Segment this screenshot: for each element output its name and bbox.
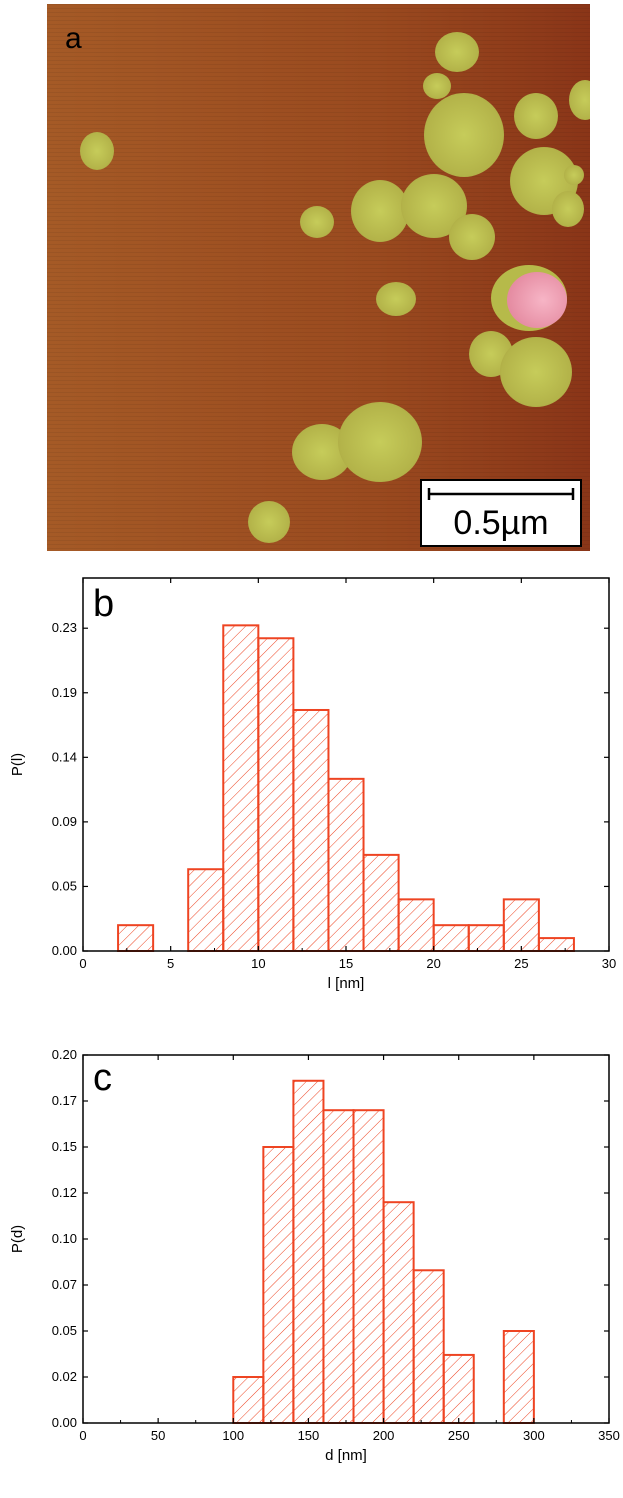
histogram-bar [352, 1109, 385, 1424]
nanoparticle [338, 402, 422, 482]
nanoparticle [80, 132, 114, 170]
x-tick-label: 200 [373, 1428, 395, 1443]
x-tick-label: 50 [151, 1428, 165, 1443]
nanoparticle [569, 80, 590, 120]
scale-bar-label: 0.5µm [453, 504, 548, 542]
x-tick-label: 250 [448, 1428, 470, 1443]
histogram-bar [257, 637, 295, 952]
y-tick-label: 0.00 [52, 943, 77, 958]
y-tick-label: 0.05 [52, 1323, 77, 1338]
histogram-bar [397, 898, 435, 953]
x-tick-label: 15 [339, 956, 353, 971]
y-tick-label: 0.00 [52, 1415, 77, 1430]
x-tick-label: 10 [251, 956, 265, 971]
nanoparticle [435, 32, 479, 72]
histogram-bar [432, 924, 470, 952]
histogram-bar [537, 937, 575, 953]
panel-letter: c [93, 1057, 112, 1099]
panel-letter-a: a [65, 22, 82, 55]
histogram-bar [117, 924, 155, 952]
y-tick-label: 0.07 [52, 1277, 77, 1292]
y-tick-label: 0.15 [52, 1139, 77, 1154]
histogram-bar [292, 708, 330, 952]
nanoparticle-highlight [507, 272, 567, 328]
histogram-bar [262, 1146, 295, 1424]
nanoparticle [351, 180, 409, 242]
nanoparticle [423, 73, 451, 99]
x-tick-label: 5 [167, 956, 174, 971]
y-tick-label: 0.17 [52, 1093, 77, 1108]
histogram-bar [412, 1269, 445, 1424]
x-tick-label: 25 [514, 956, 528, 971]
afm-image-panel: a 0.5µm [47, 4, 590, 551]
y-tick-label: 0.10 [52, 1231, 77, 1246]
x-tick-label: 350 [598, 1428, 620, 1443]
histogram-bar [232, 1376, 265, 1424]
x-tick-label: 300 [523, 1428, 545, 1443]
x-tick-label: 30 [602, 956, 616, 971]
nanoparticle [424, 93, 504, 177]
scale-bar: 0.5µm [420, 479, 582, 547]
histogram-bar [442, 1353, 475, 1425]
x-tick-label: 0 [79, 956, 86, 971]
histogram-bar [222, 624, 260, 952]
y-tick-label: 0.14 [52, 749, 77, 764]
nanoparticle [500, 337, 572, 407]
y-tick-label: 0.20 [52, 1048, 77, 1062]
y-axis-label: P(d) [9, 1225, 26, 1253]
x-tick-label: 100 [222, 1428, 244, 1443]
x-tick-label: 150 [298, 1428, 320, 1443]
y-tick-label: 0.09 [52, 814, 77, 829]
nanoparticle [248, 501, 290, 543]
y-tick-label: 0.23 [52, 620, 77, 635]
nanoparticle [401, 174, 467, 238]
histogram-bar [362, 853, 400, 952]
histogram-bar [502, 898, 540, 953]
x-tick-label: 0 [79, 1428, 86, 1443]
x-axis-label: l [nm] [328, 975, 365, 992]
y-tick-label: 0.19 [52, 685, 77, 700]
panel-letter: b [93, 583, 114, 625]
histogram-bar [502, 1330, 535, 1424]
nanoparticle [292, 424, 352, 480]
histogram-diameter: 0 50 100 150 200 250 300 350 0.00 0.02 0.05 0.07 0.1… [9, 1048, 620, 1464]
x-tick-label: 20 [426, 956, 440, 971]
nanoparticle [376, 282, 416, 316]
histogram-length: 0 5 10 15 20 25 30 0.00 0.05 0.09 0.14 0.19 0.23 l [n… [9, 577, 616, 992]
histogram-bar [327, 777, 365, 952]
y-axis-label: P(l) [9, 753, 26, 776]
histogram-bar [322, 1109, 355, 1424]
nanoparticle [300, 206, 334, 238]
nanoparticle [449, 214, 495, 260]
nanoparticle [552, 191, 584, 227]
histogram-bar [292, 1079, 325, 1424]
x-axis-label: d [nm] [325, 1447, 367, 1464]
afm-image: a 0.5µm [47, 4, 590, 551]
histogram-bar [382, 1201, 415, 1424]
y-tick-label: 0.02 [52, 1369, 77, 1384]
histogram-bar [187, 868, 225, 953]
nanoparticles [80, 32, 590, 543]
nanoparticle [514, 93, 558, 139]
nanoparticle [564, 165, 584, 185]
y-tick-label: 0.05 [52, 878, 77, 893]
histogram-bar [467, 924, 505, 952]
y-tick-label: 0.12 [52, 1185, 77, 1200]
